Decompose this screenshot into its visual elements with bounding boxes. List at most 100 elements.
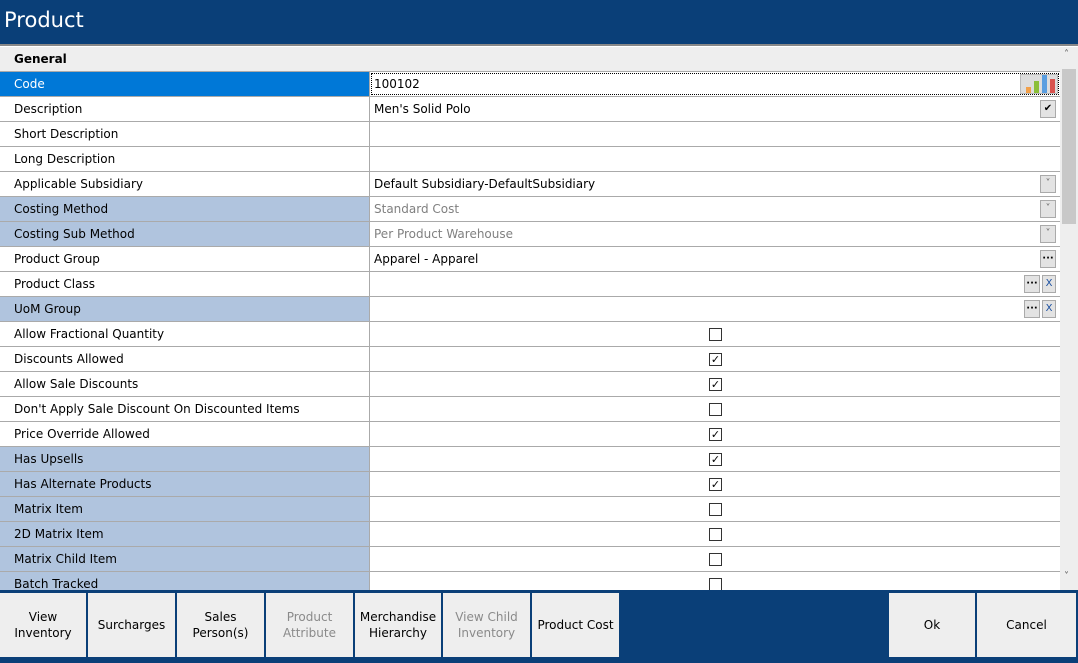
clear-icon[interactable]: X <box>1042 300 1056 318</box>
checkbox[interactable] <box>709 328 722 341</box>
grid-row[interactable]: Description Men's Solid Polo ✔ <box>0 97 1060 122</box>
grid-row[interactable]: Batch Tracked <box>0 572 1060 590</box>
row-value-cell[interactable]: ✓ <box>370 347 1060 371</box>
row-value-field[interactable]: ··· X <box>370 272 1060 296</box>
view-inventory-button[interactable]: View Inventory <box>0 593 86 657</box>
grid-row[interactable]: Costing Method Standard Cost ˅ <box>0 197 1060 222</box>
checkbox[interactable] <box>709 503 722 516</box>
row-value-cell[interactable] <box>370 522 1060 546</box>
checkbox[interactable] <box>709 528 722 541</box>
chevron-down-icon[interactable]: ˅ <box>1040 200 1056 218</box>
row-value-cell[interactable] <box>370 572 1060 590</box>
product-attribute-button[interactable]: Product Attribute <box>266 593 353 657</box>
ellipsis-icon[interactable]: ··· <box>1040 250 1056 268</box>
scroll-up-icon[interactable]: ˄ <box>1064 49 1069 60</box>
checkmark-icon[interactable]: ✔ <box>1040 100 1056 118</box>
row-label[interactable]: Description <box>0 97 370 121</box>
row-value-field[interactable]: Apparel - Apparel ··· <box>370 247 1060 271</box>
grid-row[interactable]: Product Class ··· X <box>0 272 1060 297</box>
row-label[interactable]: Allow Fractional Quantity <box>0 322 370 346</box>
checkbox[interactable]: ✓ <box>709 428 722 441</box>
row-value-cell[interactable] <box>370 547 1060 571</box>
row-label[interactable]: Don't Apply Sale Discount On Discounted … <box>0 397 370 421</box>
vertical-scrollbar[interactable]: ˄ ˅ <box>1060 47 1078 590</box>
grid-row[interactable]: Long Description <box>0 147 1060 172</box>
checkbox[interactable] <box>709 553 722 566</box>
checkbox[interactable]: ✓ <box>709 353 722 366</box>
row-value-cell[interactable]: ✓ <box>370 422 1060 446</box>
grid-row[interactable]: 2D Matrix Item <box>0 522 1060 547</box>
ellipsis-icon[interactable]: ··· <box>1024 275 1040 293</box>
grid-row[interactable]: Don't Apply Sale Discount On Discounted … <box>0 397 1060 422</box>
view-child-inventory-button[interactable]: View Child Inventory <box>443 593 530 657</box>
grid-row[interactable]: Product Group Apparel - Apparel ··· <box>0 247 1060 272</box>
row-label[interactable]: Matrix Item <box>0 497 370 521</box>
grid-row[interactable]: Costing Sub Method Per Product Warehouse ˅ <box>0 222 1060 247</box>
checkbox[interactable] <box>709 403 722 416</box>
row-value-cell[interactable]: ✓ <box>370 472 1060 496</box>
row-value-field[interactable]: Men's Solid Polo ✔ <box>370 97 1060 121</box>
row-value-field[interactable]: Standard Cost ˅ <box>370 197 1060 221</box>
grid-row[interactable]: Matrix Child Item <box>0 547 1060 572</box>
merchandise-hierarchy-button[interactable]: Merchandise Hierarchy <box>355 593 441 657</box>
grid-row[interactable]: Allow Sale Discounts ✓ <box>0 372 1060 397</box>
row-label[interactable]: Price Override Allowed <box>0 422 370 446</box>
row-label[interactable]: Costing Method <box>0 197 370 221</box>
row-label[interactable]: Applicable Subsidiary <box>0 172 370 196</box>
grid-row[interactable]: Matrix Item <box>0 497 1060 522</box>
grid-row[interactable]: Short Description <box>0 122 1060 147</box>
row-value-cell[interactable]: ✓ <box>370 372 1060 396</box>
row-label[interactable]: Product Group <box>0 247 370 271</box>
row-value-field[interactable]: Default Subsidiary-DefaultSubsidiary ˅ <box>370 172 1060 196</box>
row-label[interactable]: Matrix Child Item <box>0 547 370 571</box>
grid-row[interactable]: UoM Group ··· X <box>0 297 1060 322</box>
window-title: Product <box>0 0 1078 46</box>
checkbox[interactable]: ✓ <box>709 478 722 491</box>
row-label[interactable]: Short Description <box>0 122 370 146</box>
grid-row[interactable]: Code 100102 <box>0 72 1060 97</box>
row-label[interactable]: Has Upsells <box>0 447 370 471</box>
sales-person-s-button[interactable]: Sales Person(s) <box>177 593 264 657</box>
row-label[interactable]: Batch Tracked <box>0 572 370 590</box>
checkbox[interactable]: ✓ <box>709 453 722 466</box>
row-label[interactable]: Allow Sale Discounts <box>0 372 370 396</box>
grid-row[interactable]: Has Upsells ✓ <box>0 447 1060 472</box>
row-value-cell[interactable] <box>370 397 1060 421</box>
section-header-general[interactable]: General <box>0 47 1060 72</box>
grid-row[interactable]: Has Alternate Products ✓ <box>0 472 1060 497</box>
row-value-field[interactable] <box>370 122 1060 146</box>
cancel-button[interactable]: Cancel <box>977 593 1076 657</box>
grid-row[interactable]: Applicable Subsidiary Default Subsidiary-… <box>0 172 1060 197</box>
row-value-field[interactable]: 100102 <box>370 72 1060 96</box>
row-label[interactable]: Code <box>0 72 370 96</box>
ok-button[interactable]: Ok <box>889 593 975 657</box>
row-value-cell[interactable] <box>370 322 1060 346</box>
product-cost-button[interactable]: Product Cost <box>532 593 619 657</box>
scrollbar-thumb[interactable] <box>1062 69 1076 224</box>
row-value-field[interactable]: ··· X <box>370 297 1060 321</box>
row-label[interactable]: 2D Matrix Item <box>0 522 370 546</box>
grid-row[interactable]: Discounts Allowed ✓ <box>0 347 1060 372</box>
chevron-down-icon[interactable]: ˅ <box>1040 225 1056 243</box>
scroll-down-icon[interactable]: ˅ <box>1064 571 1069 582</box>
row-label[interactable]: Costing Sub Method <box>0 222 370 246</box>
bottom-toolbar: Ok Cancel View Inventory Surcharges Sales … <box>0 590 1078 663</box>
grid-row[interactable]: Allow Fractional Quantity <box>0 322 1060 347</box>
chevron-down-icon[interactable]: ˅ <box>1040 175 1056 193</box>
bar-chart-icon[interactable] <box>1020 74 1058 94</box>
row-value-field[interactable] <box>370 147 1060 171</box>
row-label[interactable]: UoM Group <box>0 297 370 321</box>
checkbox[interactable]: ✓ <box>709 378 722 391</box>
row-label[interactable]: Long Description <box>0 147 370 171</box>
clear-icon[interactable]: X <box>1042 275 1056 293</box>
checkbox[interactable] <box>709 578 722 590</box>
row-label[interactable]: Discounts Allowed <box>0 347 370 371</box>
row-value-cell[interactable] <box>370 497 1060 521</box>
surcharges-button[interactable]: Surcharges <box>88 593 175 657</box>
grid-row[interactable]: Price Override Allowed ✓ <box>0 422 1060 447</box>
row-value-field[interactable]: Per Product Warehouse ˅ <box>370 222 1060 246</box>
row-value-cell[interactable]: ✓ <box>370 447 1060 471</box>
row-label[interactable]: Has Alternate Products <box>0 472 370 496</box>
ellipsis-icon[interactable]: ··· <box>1024 300 1040 318</box>
row-label[interactable]: Product Class <box>0 272 370 296</box>
